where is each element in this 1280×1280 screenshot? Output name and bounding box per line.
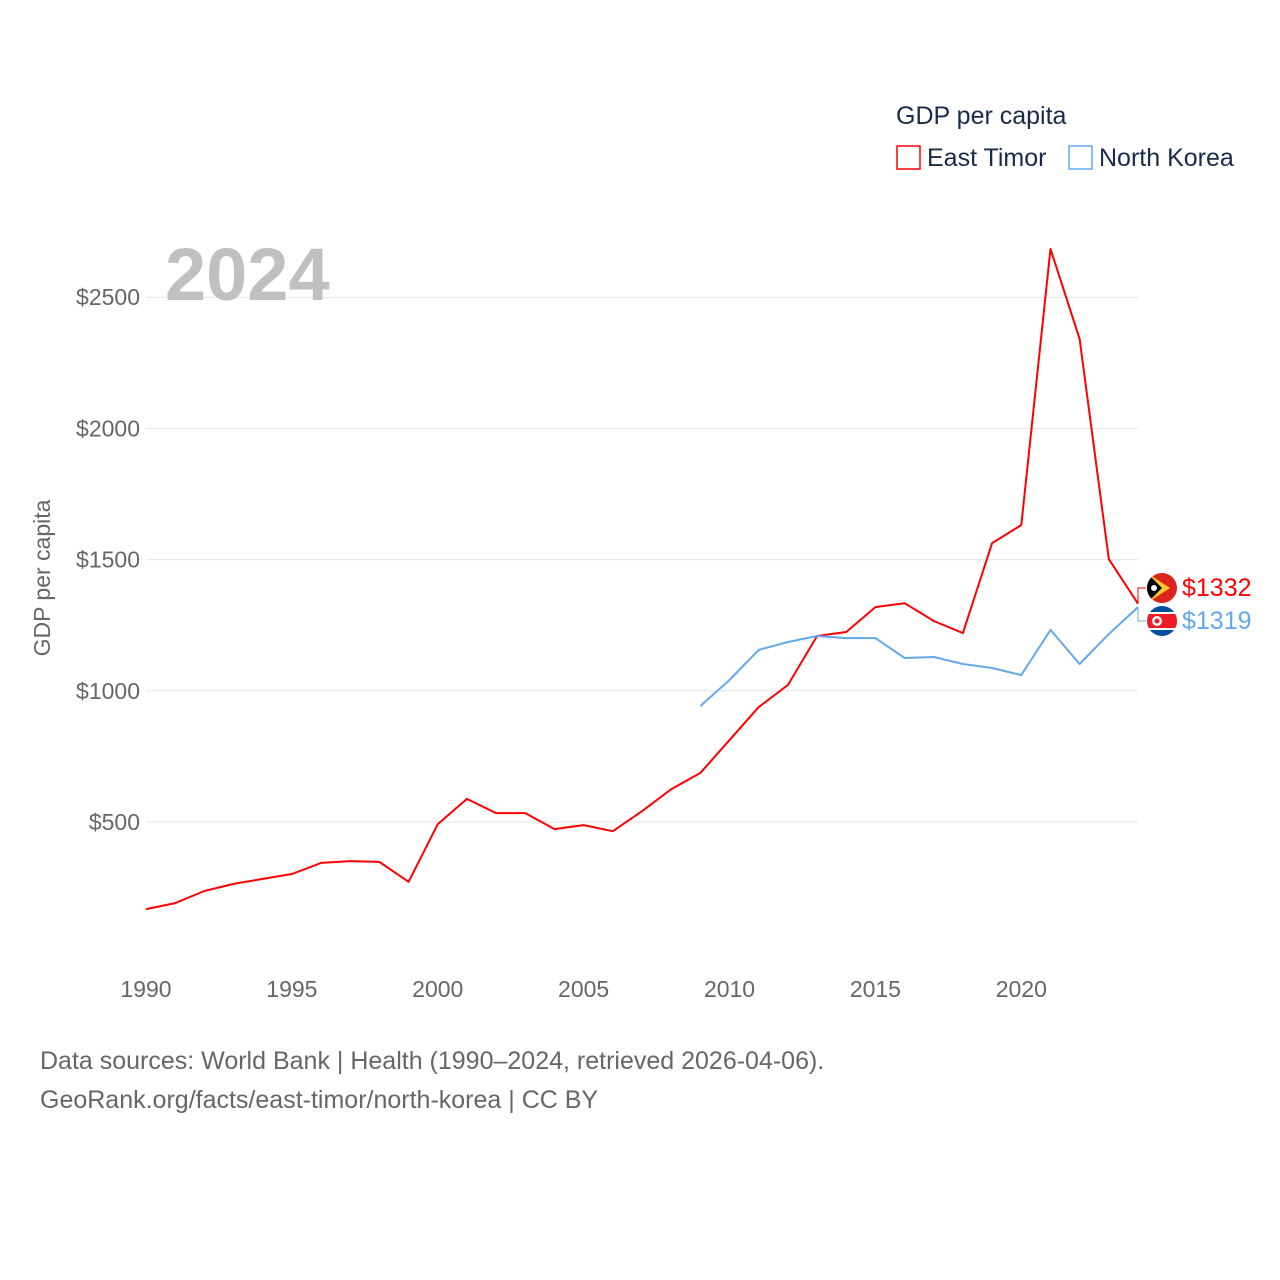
data-point[interactable] [201, 888, 207, 894]
data-point[interactable] [727, 737, 733, 743]
data-point[interactable] [1106, 631, 1112, 637]
data-point[interactable] [1106, 556, 1112, 562]
data-point[interactable] [376, 859, 382, 865]
data-point[interactable] [697, 770, 703, 776]
legend-swatch [1068, 145, 1093, 170]
y-tick-label: $2500 [76, 284, 140, 310]
data-point[interactable] [872, 604, 878, 610]
data-point[interactable] [931, 618, 937, 624]
data-point[interactable] [960, 661, 966, 667]
x-tick-label: 2000 [412, 976, 463, 1002]
data-point[interactable] [172, 900, 178, 906]
data-point[interactable] [347, 858, 353, 864]
legend-swatch [896, 145, 921, 170]
data-point[interactable] [843, 629, 849, 635]
legend-label: East Timor [927, 144, 1046, 172]
source-line: Data sources: World Bank | Health (1990–… [40, 1047, 824, 1075]
legend-item-north-korea[interactable]: North Korea [1068, 144, 1234, 172]
data-point[interactable] [260, 876, 266, 882]
data-point[interactable] [1018, 522, 1024, 528]
series-line-east-timor[interactable] [145, 247, 1139, 911]
data-point[interactable] [493, 810, 499, 816]
x-axis-ticks: 1990 1995 2000 2005 2010 2015 2020 [120, 976, 1046, 1002]
x-tick-label: 2005 [558, 976, 609, 1002]
east-timor-flag-icon [1147, 573, 1177, 603]
x-tick-label: 1990 [120, 976, 171, 1002]
data-point[interactable] [989, 540, 995, 546]
data-point[interactable] [1047, 246, 1053, 252]
x-tick-label: 1995 [266, 976, 317, 1002]
data-point[interactable] [756, 647, 762, 653]
data-point[interactable] [318, 860, 324, 866]
end-label-connector [1137, 607, 1146, 622]
data-point[interactable] [902, 600, 908, 606]
data-point[interactable] [610, 828, 616, 834]
y-tick-label: $2000 [76, 415, 140, 441]
data-point[interactable] [464, 796, 470, 802]
data-point[interactable] [406, 879, 412, 885]
data-point[interactable] [843, 635, 849, 641]
year-overlay: 2024 [165, 233, 330, 316]
data-point[interactable] [872, 635, 878, 641]
data-point[interactable] [1018, 672, 1024, 678]
y-tick-label: $1500 [76, 547, 140, 573]
y-tick-label: $1000 [76, 678, 140, 704]
data-point[interactable] [931, 654, 937, 660]
data-point[interactable] [727, 677, 733, 683]
data-point[interactable] [143, 906, 149, 912]
x-tick-label: 2020 [996, 976, 1047, 1002]
data-point[interactable] [231, 881, 237, 887]
legend-title: GDP per capita [896, 102, 1067, 130]
data-point[interactable] [989, 665, 995, 671]
x-tick-label: 2010 [704, 976, 755, 1002]
data-point[interactable] [1047, 627, 1053, 633]
legend: GDP per capita East Timor North Korea [896, 102, 1234, 172]
y-tick-label: $500 [89, 809, 140, 835]
data-point[interactable] [522, 810, 528, 816]
data-point[interactable] [697, 703, 703, 709]
data-point[interactable] [639, 808, 645, 814]
series-line-north-korea[interactable] [699, 606, 1139, 707]
gridlines [146, 296, 1138, 823]
data-point[interactable] [551, 826, 557, 832]
series-lines [143, 246, 1139, 912]
y-axis-label: GDP per capita [29, 499, 55, 656]
data-point[interactable] [435, 821, 441, 827]
data-point[interactable] [785, 682, 791, 688]
y-axis-ticks: $500 $1000 $1500 $2000 $2500 [76, 284, 140, 835]
data-point[interactable] [581, 822, 587, 828]
end-value-label: $1332 [1182, 574, 1252, 602]
data-point[interactable] [902, 655, 908, 661]
data-point[interactable] [814, 633, 820, 639]
data-point[interactable] [1077, 661, 1083, 667]
end-labels: $1332 $1319 [1137, 573, 1252, 636]
end-value-label: $1319 [1182, 607, 1252, 635]
data-point[interactable] [785, 639, 791, 645]
legend-item-east-timor[interactable]: East Timor [896, 144, 1046, 172]
legend-label: North Korea [1099, 144, 1234, 172]
data-point[interactable] [1077, 336, 1083, 342]
x-tick-label: 2015 [850, 976, 901, 1002]
data-point[interactable] [960, 630, 966, 636]
data-point[interactable] [668, 786, 674, 792]
data-point[interactable] [756, 704, 762, 710]
data-point[interactable] [289, 871, 295, 877]
attribution-link[interactable]: GeoRank.org/facts/east-timor/north-korea… [40, 1086, 598, 1114]
end-label-connector [1137, 587, 1146, 604]
north-korea-flag-icon [1147, 606, 1177, 636]
